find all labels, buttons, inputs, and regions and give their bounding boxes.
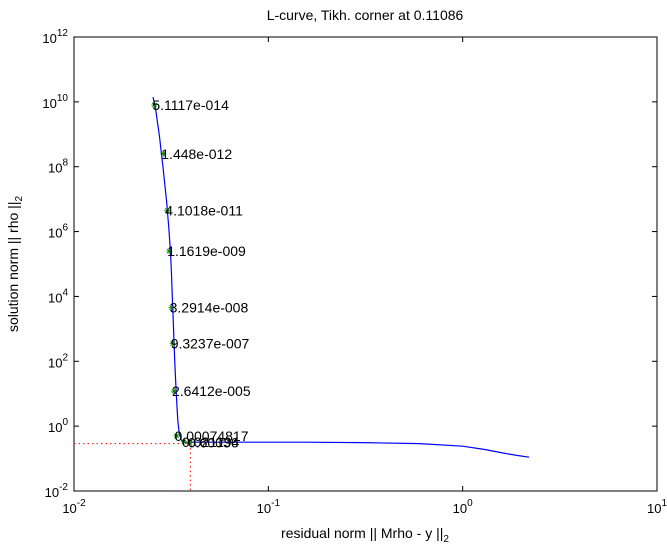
x-tick-exponent: -2 [77,498,86,509]
y-tick-base: 10 [48,161,62,176]
x-tick-base: 10 [453,501,467,516]
y-tick-base: 10 [48,226,62,241]
marker-point [160,150,167,157]
x-tick-label: 100 [453,498,473,516]
marker-label: 0.021194 [182,434,240,450]
y-tick-exponent: 0 [62,417,68,428]
marker-point [180,438,187,445]
x-axis-label-sub: 2 [443,534,449,545]
y-tick-base: 10 [45,485,59,500]
y-tick-exponent: 2 [62,352,68,363]
y-tick-label: 108 [48,158,68,176]
y-tick-base: 10 [42,96,56,111]
chart-title: L-curve, Tikh. corner at 0.11086 [267,7,464,23]
curve-series [152,96,530,458]
y-axis-label: solution norm || rho ||2 [5,196,25,333]
x-tick-base: 10 [257,501,271,516]
x-tick-label: 10-1 [257,498,281,516]
x-tick-base: 10 [647,501,661,516]
marker-point [164,207,171,214]
marker-point [186,439,193,446]
y-tick-label: 1010 [42,93,68,111]
y-tick-label: 106 [48,223,68,241]
y-tick-exponent: 12 [57,28,69,39]
y-tick-label: 1012 [42,28,68,46]
marker-point [170,388,177,395]
marker-label: 0.60036 [188,435,239,451]
marker-label: 4.1018e-011 [165,202,243,218]
marker-label: 3.2914e-008 [170,300,249,316]
y-tick-exponent: 8 [62,158,68,169]
x-tick-exponent: 1 [661,498,667,509]
marker-label: 0.00074817 [175,428,249,444]
x-tick-exponent: -1 [271,498,280,509]
marker-label: 1.1619e-009 [167,243,246,259]
y-tick-base: 10 [48,355,62,370]
x-tick-base: 10 [62,501,76,516]
l-curve-line [152,96,530,458]
marker-label: 2.6412e-005 [172,383,251,399]
y-tick-base: 10 [48,290,62,305]
marker-point [173,432,180,439]
marker-point [166,248,173,255]
y-axis-label-main: solution norm || rho || [5,202,21,333]
marker-labels: 5.1117e-014 1.448e-012 4.1018e-011 1.1619e-… [152,97,251,451]
y-tick-exponent: -2 [59,482,68,493]
y-axis-label-sub: 2 [14,196,25,202]
x-axis-ticks: 10-2 10-1 100 101 [62,37,667,516]
markers [151,102,193,446]
x-axis-label: residual norm || Mrho - y ||2 [281,525,449,545]
y-tick-base: 10 [42,31,56,46]
y-tick-label: 10-2 [45,482,69,500]
x-tick-label: 10-2 [62,498,86,516]
y-tick-label: 102 [48,352,68,370]
marker-label: 1.448e-012 [161,146,232,162]
y-tick-exponent: 10 [57,93,69,104]
y-tick-base: 10 [48,420,62,435]
y-tick-label: 104 [48,287,68,305]
y-tick-exponent: 4 [62,287,68,298]
marker-label: 9.3237e-007 [171,336,250,352]
corner-lines [74,443,191,491]
marker-label: 5.1117e-014 [152,97,229,113]
marker-point [151,102,158,108]
x-tick-exponent: 0 [467,498,473,509]
marker-point [168,304,175,311]
y-tick-exponent: 6 [62,223,68,234]
y-tick-label: 100 [48,417,68,435]
x-tick-label: 101 [647,498,667,516]
marker-point [169,340,176,347]
x-axis-label-main: residual norm || Mrho - y || [281,525,443,541]
